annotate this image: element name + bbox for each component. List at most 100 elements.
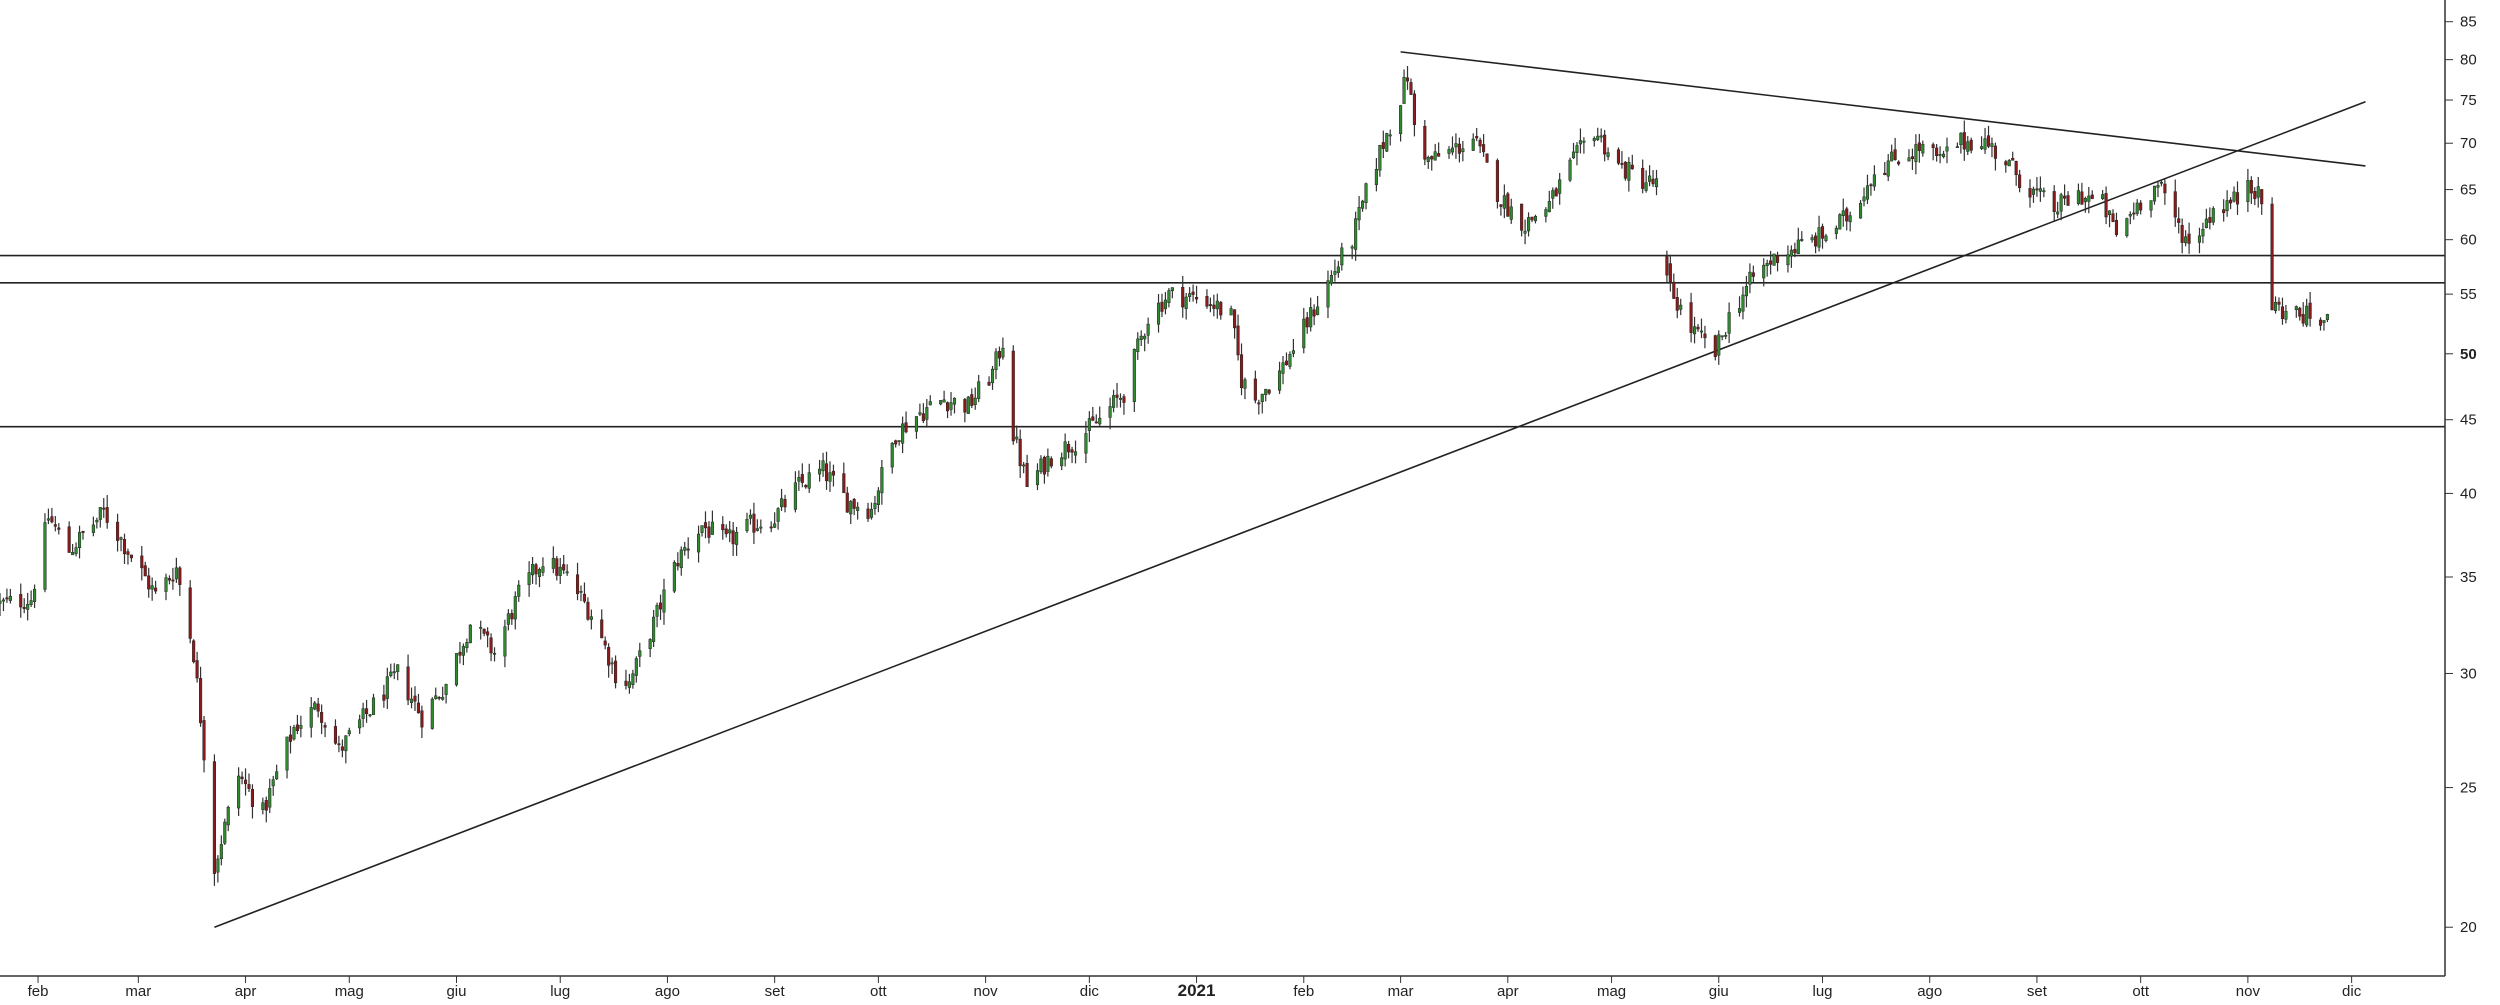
candle-body <box>1824 235 1828 242</box>
x-tick-label: feb <box>28 983 49 1000</box>
x-tick-label: set <box>765 983 786 1000</box>
candle-body <box>1509 206 1513 220</box>
candle-body <box>1955 146 1959 148</box>
candle-body <box>1195 296 1199 300</box>
candle-body <box>1679 304 1683 310</box>
candle-body <box>1181 286 1185 308</box>
candle-body <box>461 646 465 656</box>
candle-body <box>1374 168 1378 186</box>
candle-body <box>2035 188 2039 191</box>
candle-body <box>1336 266 1340 273</box>
candle-body <box>800 474 804 483</box>
candle-body <box>797 476 801 482</box>
candle-body <box>977 381 981 399</box>
candle-body <box>2256 186 2260 198</box>
candle-body <box>1257 402 1261 405</box>
trendline <box>1400 51 2366 167</box>
candle-body <box>1084 433 1088 454</box>
candle-body <box>1260 393 1264 403</box>
candle-body <box>361 708 365 719</box>
candle-body <box>406 666 410 701</box>
candle-body <box>1361 200 1365 209</box>
candle-body <box>240 776 244 780</box>
candle-body <box>1450 147 1455 153</box>
candle-body <box>2052 191 2056 212</box>
candle-body <box>216 858 220 873</box>
candle-body <box>1917 142 1921 151</box>
candle-body <box>67 526 71 553</box>
candle-body <box>1568 159 1572 181</box>
candle-body <box>2208 217 2212 223</box>
candle-body <box>1001 347 1005 358</box>
candle-body <box>655 605 659 617</box>
candle-body <box>1156 302 1161 325</box>
candle-body <box>1869 184 1873 187</box>
candle-body <box>603 640 607 646</box>
candle-body <box>1381 142 1385 149</box>
candle-body <box>1385 133 1389 152</box>
candle-body <box>126 551 130 555</box>
candle-body <box>413 695 417 702</box>
candle-body <box>513 596 517 620</box>
candle-body <box>2135 202 2139 214</box>
candle-body <box>1765 263 1769 266</box>
candle-body <box>486 631 490 636</box>
candle-body <box>1447 149 1451 154</box>
candle-body <box>1264 388 1268 396</box>
candle-body <box>2180 224 2184 243</box>
candle-body <box>2222 209 2226 214</box>
candle-body <box>1520 203 1524 231</box>
candle-body <box>997 351 1001 359</box>
candle-body <box>409 698 414 704</box>
candle-body <box>368 714 372 717</box>
candle-body <box>1239 354 1244 389</box>
candle-body <box>679 549 683 569</box>
candle-body <box>1872 174 1876 187</box>
x-tick-label: nov <box>974 983 999 1000</box>
candle-body <box>1883 172 1887 175</box>
candle-body <box>119 537 123 540</box>
candle-body <box>2294 306 2298 310</box>
candle-body <box>347 730 351 735</box>
axes <box>0 0 2446 977</box>
candle-body <box>1219 302 1223 316</box>
candle-body <box>901 423 905 444</box>
y-tick-label: 30 <box>2460 665 2477 682</box>
candle-body <box>1993 145 1997 159</box>
candle-body <box>1962 132 1966 150</box>
candle-body <box>1485 153 1489 163</box>
candle-body <box>1309 307 1313 328</box>
candle-body <box>631 673 635 686</box>
candle-body <box>143 565 147 577</box>
candle-body <box>624 680 628 686</box>
candle-body <box>589 616 593 620</box>
candle-body <box>1070 449 1074 453</box>
candle-body <box>1112 395 1116 408</box>
candle-body <box>22 607 26 609</box>
candle-body <box>2139 202 2143 211</box>
candle-body <box>586 601 590 620</box>
candle-body <box>828 472 832 482</box>
candle-body <box>2211 208 2215 223</box>
candle-body <box>1170 287 1174 291</box>
candle-body <box>2201 228 2205 237</box>
candle-body <box>558 566 562 576</box>
candle-body <box>1810 237 1814 241</box>
candle-body <box>454 653 459 686</box>
candle-body <box>551 557 555 569</box>
candle-body <box>1143 335 1147 340</box>
candle-body <box>1630 164 1634 170</box>
candle-body <box>1042 456 1046 475</box>
candle-body <box>1312 309 1316 317</box>
candle-body <box>333 726 337 744</box>
y-tick-label: 60 <box>2460 232 2477 249</box>
candle-body <box>527 572 531 585</box>
candle-body <box>237 775 241 809</box>
candle-body <box>1737 308 1742 313</box>
candle-body <box>1914 144 1918 163</box>
candle-body <box>1675 297 1679 311</box>
candle-body <box>963 399 967 413</box>
candle-body <box>2235 192 2240 205</box>
candle-body <box>724 528 728 535</box>
candle-body <box>776 508 780 522</box>
